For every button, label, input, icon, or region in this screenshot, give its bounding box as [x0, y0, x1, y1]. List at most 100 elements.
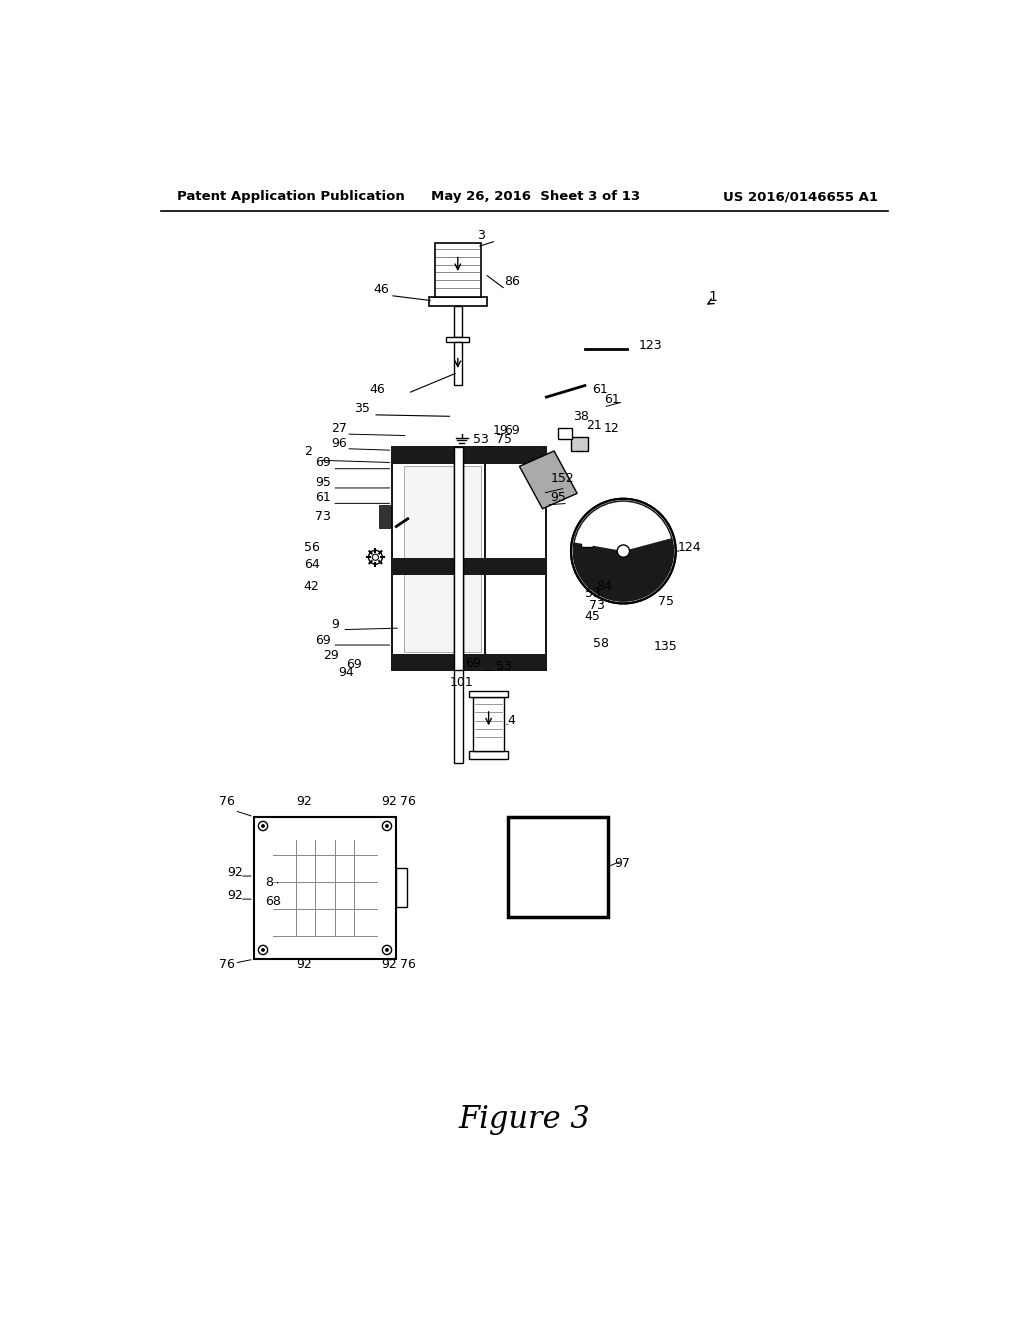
Bar: [558, 428, 571, 440]
Text: 46: 46: [370, 383, 385, 396]
Bar: [379, 504, 392, 528]
Bar: [581, 525, 593, 548]
Text: 4: 4: [508, 714, 516, 727]
Circle shape: [258, 821, 267, 830]
Circle shape: [382, 945, 391, 954]
Text: 135: 135: [654, 640, 678, 652]
Bar: [454, 447, 463, 763]
Bar: [392, 558, 493, 576]
Text: 27: 27: [331, 422, 347, 434]
Text: 86: 86: [504, 276, 520, 289]
Text: 95: 95: [315, 475, 331, 488]
Bar: [454, 306, 462, 337]
Text: 56: 56: [304, 541, 319, 554]
Text: 45: 45: [585, 610, 601, 623]
Text: 35: 35: [354, 403, 370, 416]
Circle shape: [617, 545, 630, 557]
Text: 92: 92: [226, 890, 243, 902]
Bar: [392, 447, 493, 465]
Bar: [396, 869, 407, 907]
Bar: [508, 817, 608, 917]
Text: 94: 94: [339, 665, 354, 678]
Text: 12: 12: [604, 422, 620, 434]
Text: 96: 96: [331, 437, 346, 450]
Bar: [435, 243, 481, 297]
Text: 9: 9: [331, 618, 339, 631]
Text: 76: 76: [219, 958, 234, 972]
Text: 69: 69: [315, 634, 331, 647]
Text: 92: 92: [381, 795, 396, 808]
Text: 97: 97: [614, 857, 630, 870]
Text: 92: 92: [296, 795, 312, 808]
Bar: [484, 447, 547, 671]
Text: 19: 19: [493, 424, 508, 437]
Bar: [473, 697, 504, 751]
Wedge shape: [574, 502, 671, 552]
Text: 38: 38: [573, 411, 589, 424]
Text: 92: 92: [381, 958, 396, 972]
Text: May 26, 2016  Sheet 3 of 13: May 26, 2016 Sheet 3 of 13: [431, 190, 640, 203]
Text: 75: 75: [658, 595, 674, 609]
Text: 58: 58: [593, 638, 608, 651]
Bar: [392, 447, 493, 671]
Text: 95: 95: [550, 491, 566, 504]
Circle shape: [373, 554, 379, 561]
Text: 124: 124: [677, 541, 700, 554]
Bar: [454, 342, 462, 385]
Bar: [392, 653, 493, 671]
Text: 76: 76: [400, 958, 416, 972]
Bar: [484, 558, 547, 576]
Bar: [469, 692, 508, 697]
Bar: [484, 447, 547, 465]
Text: 3: 3: [477, 230, 485, 243]
Circle shape: [382, 821, 391, 830]
Text: 2: 2: [304, 445, 311, 458]
Text: 8: 8: [265, 876, 273, 890]
Text: 46: 46: [373, 284, 389, 296]
Text: 53: 53: [473, 433, 489, 446]
Text: 76: 76: [400, 795, 416, 808]
Text: 1: 1: [708, 290, 717, 304]
Text: 69: 69: [346, 659, 361, 671]
Text: 42: 42: [304, 579, 319, 593]
Bar: [446, 337, 469, 342]
Text: 69: 69: [466, 656, 481, 669]
Text: 123: 123: [639, 339, 663, 352]
Text: 29: 29: [323, 649, 339, 661]
Circle shape: [261, 824, 265, 828]
Text: US 2016/0146655 A1: US 2016/0146655 A1: [724, 190, 879, 203]
Text: 68: 68: [265, 895, 282, 908]
Text: 76: 76: [219, 795, 234, 808]
Text: 61: 61: [604, 393, 620, 407]
Text: 53: 53: [497, 660, 512, 673]
Text: 92: 92: [226, 866, 243, 879]
Bar: [469, 751, 508, 759]
Text: 61: 61: [593, 383, 608, 396]
Bar: [484, 653, 547, 671]
Circle shape: [385, 824, 389, 828]
Text: 84: 84: [596, 579, 612, 593]
Circle shape: [258, 945, 267, 954]
Text: 73: 73: [315, 511, 331, 523]
Text: Figure 3: Figure 3: [459, 1104, 591, 1135]
Text: 64: 64: [304, 558, 319, 572]
Text: 152: 152: [550, 471, 574, 484]
Circle shape: [571, 499, 676, 603]
Text: Patent Application Publication: Patent Application Publication: [177, 190, 404, 203]
Circle shape: [369, 550, 382, 564]
Text: 75: 75: [497, 433, 512, 446]
Circle shape: [385, 948, 389, 952]
Circle shape: [572, 500, 674, 602]
Bar: [454, 447, 463, 671]
Text: 53: 53: [585, 587, 601, 601]
Text: 61: 61: [315, 491, 331, 504]
Bar: [571, 437, 588, 451]
Text: 101: 101: [451, 676, 474, 689]
Text: 69: 69: [504, 424, 520, 437]
Text: 21: 21: [587, 420, 602, 433]
Text: 73: 73: [589, 599, 604, 612]
Text: 92: 92: [296, 958, 312, 972]
Circle shape: [261, 948, 265, 952]
Polygon shape: [519, 451, 578, 508]
Bar: [429, 297, 487, 306]
